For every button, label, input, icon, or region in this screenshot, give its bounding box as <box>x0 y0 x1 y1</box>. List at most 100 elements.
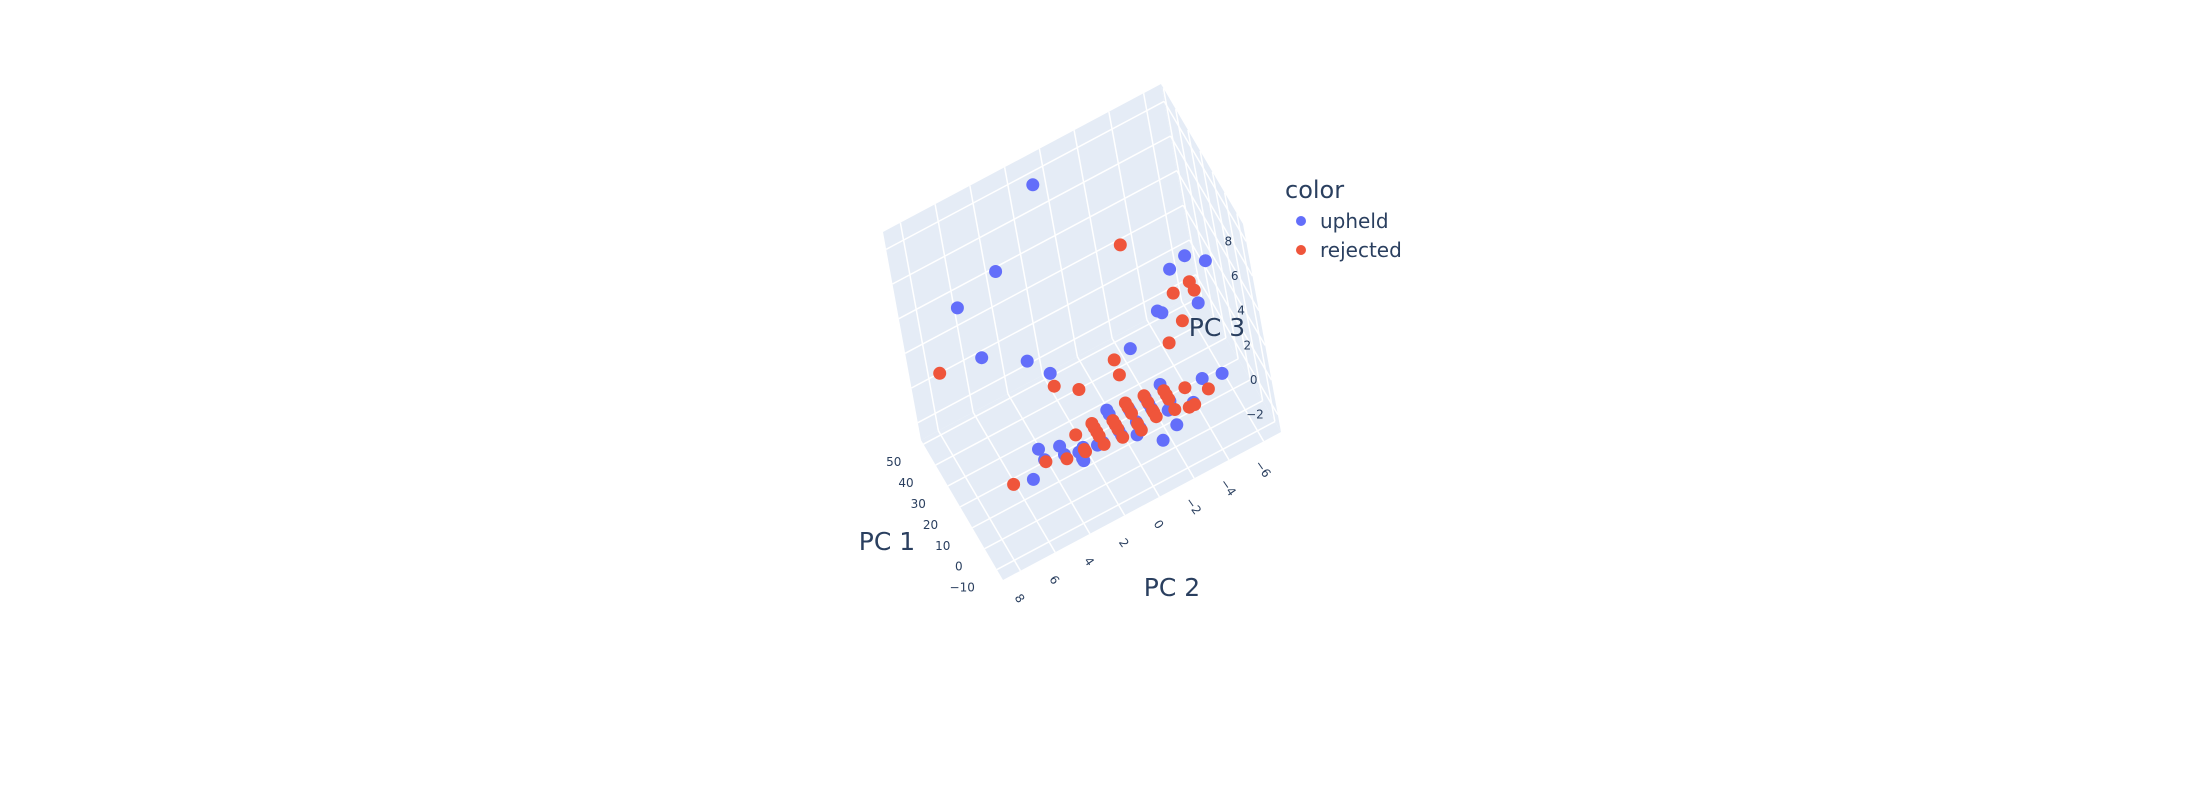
data-point-rejected[interactable] <box>1072 383 1086 396</box>
legend: color upheld rejected <box>1285 176 1402 262</box>
data-point-rejected[interactable] <box>1007 477 1021 491</box>
gridline-z <box>885 100 1165 250</box>
data-point-rejected[interactable] <box>1125 406 1138 420</box>
data-point-rejected[interactable] <box>1149 410 1163 424</box>
x-tick-label: 10 <box>935 539 950 553</box>
gridline-x <box>972 379 1251 529</box>
gridline-x <box>923 295 1202 445</box>
data-point-upheld[interactable] <box>950 301 964 315</box>
gridline-z <box>1169 135 1254 277</box>
data-point-upheld[interactable] <box>1026 472 1040 486</box>
gridline-y <box>1003 167 1044 376</box>
data-point-upheld[interactable] <box>1123 342 1137 356</box>
x-tick-label: 0 <box>955 560 963 574</box>
data-point-rejected[interactable] <box>1178 381 1192 395</box>
gridline-z <box>917 274 1197 424</box>
data-point-rejected[interactable] <box>1107 353 1121 367</box>
gridline-x <box>984 399 1263 550</box>
data-point-upheld[interactable] <box>1032 442 1045 456</box>
data-point-rejected[interactable] <box>1162 392 1176 406</box>
gridline-x <box>1236 213 1276 422</box>
gridline-y <box>1073 130 1113 339</box>
data-point-upheld[interactable] <box>1191 296 1205 310</box>
data-point-upheld[interactable] <box>1215 366 1229 380</box>
y-tick-label: 8 <box>1012 591 1028 605</box>
data-point-rejected[interactable] <box>1131 417 1145 431</box>
y-tick-label: −4 <box>1217 476 1239 499</box>
gridline-y <box>899 222 940 431</box>
legend-title: color <box>1285 176 1344 204</box>
data-point-rejected[interactable] <box>1077 443 1091 456</box>
gridline-x <box>1162 88 1203 297</box>
gridline-y <box>1108 111 1148 320</box>
x-tick-label: 30 <box>911 497 926 511</box>
data-point-rejected[interactable] <box>1182 275 1196 289</box>
data-point-upheld[interactable] <box>1163 262 1177 276</box>
data-point-upheld[interactable] <box>1043 366 1057 380</box>
gridline-z <box>911 239 1190 389</box>
x-axis-title: PC 1 <box>859 527 915 556</box>
data-point-rejected[interactable] <box>1106 414 1120 428</box>
data-point-rejected[interactable] <box>1039 455 1053 469</box>
data-point-upheld[interactable] <box>1198 254 1212 268</box>
gridline-z <box>898 170 1178 320</box>
legend-label-upheld[interactable]: upheld <box>1320 209 1389 233</box>
data-point-rejected[interactable] <box>1141 395 1155 409</box>
data-point-upheld[interactable] <box>1156 433 1170 447</box>
data-point-rejected[interactable] <box>1047 379 1061 393</box>
data-point-rejected[interactable] <box>1168 403 1182 416</box>
data-point-rejected[interactable] <box>1201 382 1215 396</box>
legend-marker-rejected[interactable] <box>1296 245 1306 255</box>
data-point-upheld[interactable] <box>1020 354 1034 368</box>
y-tick-label: 0 <box>1151 517 1167 531</box>
data-point-rejected[interactable] <box>1092 429 1106 443</box>
data-point-rejected[interactable] <box>1188 398 1202 411</box>
gridline-z <box>1176 170 1260 312</box>
gridline-x <box>1199 150 1239 360</box>
gridline-x <box>1187 129 1227 339</box>
data-point-upheld[interactable] <box>1026 178 1040 192</box>
z-tick-label: 2 <box>1244 338 1252 352</box>
z-tick-label: 0 <box>1250 373 1258 387</box>
data-point-rejected[interactable] <box>1166 286 1180 300</box>
data-point-upheld[interactable] <box>1170 418 1184 432</box>
data-point-rejected[interactable] <box>1175 314 1189 328</box>
data-point-upheld[interactable] <box>989 265 1003 278</box>
data-point-upheld[interactable] <box>1195 372 1209 385</box>
data-point-rejected[interactable] <box>1112 368 1126 382</box>
gridline-y <box>969 185 1009 394</box>
data-point-rejected[interactable] <box>1069 428 1083 442</box>
gridline-z <box>1195 274 1279 416</box>
gridline-z <box>1163 100 1247 242</box>
data-point-upheld[interactable] <box>1100 403 1114 417</box>
data-point-upheld[interactable] <box>1178 249 1192 263</box>
gridline-z <box>892 135 1171 285</box>
y-tick-label: 4 <box>1081 554 1097 568</box>
z-tick-label: 6 <box>1231 269 1239 283</box>
data-point-rejected[interactable] <box>1060 452 1074 466</box>
gridline-x <box>1211 171 1252 380</box>
legend-label-rejected[interactable]: rejected <box>1320 238 1402 262</box>
legend-marker-upheld[interactable] <box>1296 216 1306 226</box>
gridline-x <box>947 337 1227 487</box>
x-tick-label: 50 <box>886 455 901 469</box>
gridline-y <box>1038 148 1079 357</box>
y-tick-label: −6 <box>1252 458 1274 481</box>
data-point-rejected[interactable] <box>933 366 947 380</box>
data-point-rejected[interactable] <box>1113 238 1127 252</box>
data-point-upheld[interactable] <box>1053 439 1067 453</box>
data-point-rejected[interactable] <box>1162 336 1176 350</box>
gridline-x <box>1223 192 1264 401</box>
data-point-upheld[interactable] <box>1150 304 1164 318</box>
x-tick-label: 40 <box>898 476 913 490</box>
gridline-z <box>1182 204 1266 346</box>
gridline-z <box>904 204 1184 354</box>
data-point-rejected[interactable] <box>1085 417 1099 430</box>
z-tick-label: 4 <box>1237 304 1245 318</box>
data-point-rejected[interactable] <box>1116 430 1130 444</box>
y-tick-label: 6 <box>1046 573 1062 587</box>
data-point-upheld[interactable] <box>975 351 989 365</box>
z-axis-title: PC 3 <box>1189 313 1245 342</box>
